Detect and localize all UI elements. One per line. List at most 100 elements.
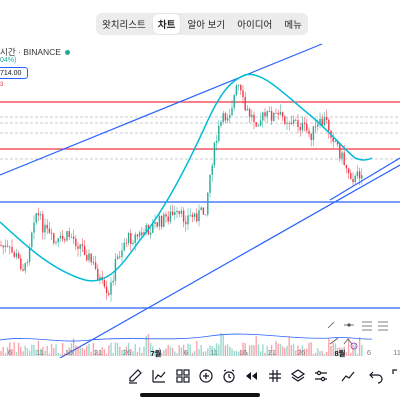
alarm-icon[interactable] [221,368,237,384]
volume-bar [246,352,249,356]
time-axis[interactable]: 6 11 16 21 26 7월 6 11 16 21 26 8월 6 11 [0,345,400,359]
candle-body [308,130,310,134]
layout-icon[interactable] [175,368,191,384]
volume-bar [83,349,86,356]
volume-bar [61,342,64,356]
hashtag-icon[interactable] [267,368,283,384]
volume-bar [257,344,260,356]
volume-bar [339,347,341,356]
candle-body [209,174,211,193]
candle-body [165,214,167,217]
time-axis-label: 11 [210,348,218,357]
alert-marker[interactable] [350,342,358,350]
candle-body [61,235,64,240]
candle-body [248,108,251,117]
volume-bar [248,345,251,356]
channel-lower-line[interactable] [59,164,400,358]
volume-bar [152,346,154,356]
candle-body [134,234,136,243]
price-input-box[interactable]: 714.00 [0,67,28,79]
candle-body [99,276,101,281]
volume-bar [202,351,205,356]
candle-body [145,225,147,233]
volume-bar [165,348,167,356]
candle-body [189,214,191,216]
time-axis-label: 16 [238,348,248,357]
candle-body [341,152,343,159]
volume-bar [81,347,84,356]
volume-bar [182,344,185,356]
volume-bar [211,346,213,356]
tab-watchlist[interactable]: 왓치리스트 [102,20,146,31]
volume-bar [314,352,317,356]
volume-bar [218,344,220,356]
volume-bar [222,334,224,356]
volume-bar [341,347,343,356]
candle-body [160,215,163,227]
candle-body [13,252,15,257]
volume-bar [149,343,152,356]
volume-bar [33,345,35,356]
trend-icon[interactable] [340,368,356,384]
candle-body [347,168,350,174]
candle-body [143,232,145,236]
candle-body [334,141,337,143]
replay-icon[interactable] [244,368,260,384]
volume-bar [37,340,40,356]
candle-body [275,112,277,114]
candle-body [339,144,341,159]
candle-body [323,117,326,126]
candle-body [125,242,128,244]
candle-body [215,141,218,143]
pen-icon[interactable] [127,368,143,384]
candle-body [116,256,119,259]
volume-bar [242,342,244,356]
volume-bar [79,347,81,356]
candle-body [130,233,132,245]
volume-bar [262,344,264,356]
volume-bar [253,345,255,356]
channel-right-line[interactable] [329,157,400,201]
candle-body [262,112,264,121]
channel-upper-line[interactable] [0,43,323,176]
volume-bar [350,352,352,356]
symbol-title-text: 시간 · BINANCE [0,47,61,57]
volume-bar [235,350,238,356]
tab-ideas[interactable]: 아이디어 [237,20,273,31]
symbol-title[interactable]: 시간 · BINANCE [0,46,70,58]
candle-body [68,231,70,237]
volume-bar [185,351,187,356]
volume-bar [116,342,119,356]
drawing-tools-strip[interactable] [327,321,388,345]
candle-body [314,126,317,128]
volume-bar [198,349,200,356]
candle-body [90,253,92,263]
price-chart[interactable] [0,40,400,358]
tab-menu[interactable]: 메뉴 [284,20,302,31]
volume-bar [134,344,136,356]
undo-icon[interactable] [368,368,384,384]
volume-bar [64,353,66,356]
candle-body [24,263,26,271]
volume-bar [44,350,46,356]
chart-canvas[interactable] [0,40,400,358]
candle-body [235,85,238,96]
tab-explore[interactable]: 알아 보기 [187,20,226,31]
volume-bar [306,348,308,356]
indicators-icon[interactable] [151,368,167,384]
candle-body [187,215,189,225]
settings-sliders-icon[interactable] [313,368,329,384]
volume-bar [266,345,268,356]
add-icon[interactable] [198,368,214,384]
candle-body [112,280,114,283]
moving-average-curve[interactable] [0,73,373,282]
time-axis-label: 7월 [150,349,162,358]
fullscreen-icon[interactable] [391,368,400,384]
candle-body [42,214,44,233]
time-axis-label: 21 [93,348,103,357]
tab-chart[interactable]: 차트 [152,14,181,34]
candle-body [70,236,73,238]
time-axis-label: 11 [393,348,400,357]
layers-icon[interactable] [290,368,306,384]
volume-bar [224,345,227,356]
